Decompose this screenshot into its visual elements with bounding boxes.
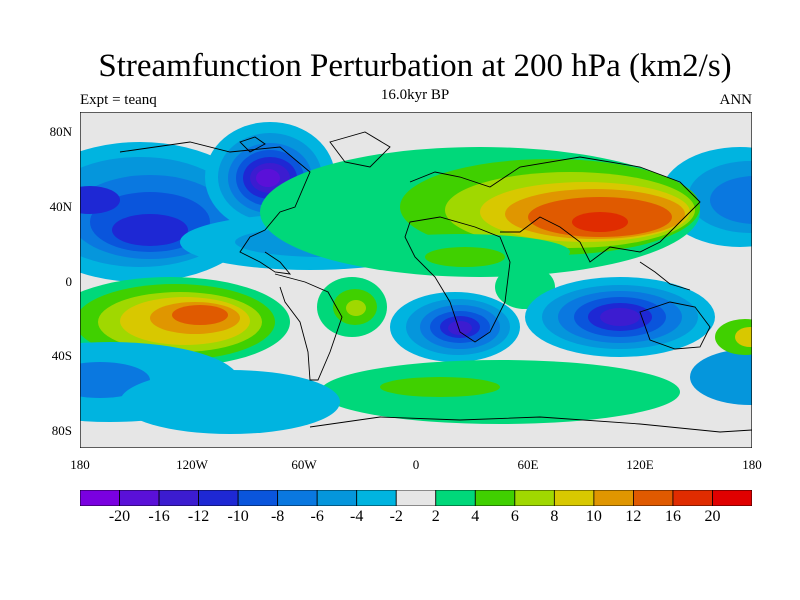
colorbar-tick-label: 2 <box>431 508 440 525</box>
lon-label-120e: 120E <box>626 457 654 472</box>
lat-label-0: 0 <box>65 274 73 289</box>
lon-label-60w: 60W <box>291 457 317 472</box>
colorbar-swatch <box>158 490 199 506</box>
colorbar-tick-label: -10 <box>227 508 249 525</box>
colorbar-tick-label: -8 <box>270 508 285 525</box>
southern-indian-ocean-low <box>525 277 715 357</box>
colorbar-swatch <box>316 490 358 506</box>
lon-label-120w: 120W <box>176 457 208 472</box>
colorbar-swatch <box>672 490 713 506</box>
colorbar-swatch <box>593 490 634 506</box>
colorbar-swatch <box>474 490 516 506</box>
season-label: ANN <box>719 92 753 108</box>
colorbar-swatch <box>237 490 279 506</box>
north-africa-high <box>350 234 570 309</box>
colorbar-tick-label: -20 <box>108 508 131 525</box>
colorbar-tick-label: -4 <box>350 508 364 525</box>
lat-label-80s: 80S <box>51 423 72 438</box>
lon-label-0: 0 <box>412 457 420 472</box>
colorbar-tick-label: 6 <box>510 508 519 525</box>
lon-label-180e: 180 <box>742 457 762 472</box>
colorbar-tick-label: -16 <box>148 508 170 525</box>
colorbar-tick-label: 12 <box>625 508 642 525</box>
colorbar-tick-label: 4 <box>471 508 480 525</box>
south-pacific-subpolar-low <box>80 342 752 434</box>
south-america-high <box>317 277 387 337</box>
colorbar-swatch <box>712 490 752 506</box>
colorbar-tick-label: 16 <box>664 508 681 525</box>
lat-label-40s: 40S <box>51 348 72 363</box>
colorbar-swatch <box>633 490 674 506</box>
streamfunction-map <box>80 112 752 448</box>
south-pacific-high <box>80 277 290 367</box>
colorbar-tick-label: -6 <box>310 508 324 525</box>
lon-label-60e: 60E <box>517 457 539 472</box>
colorbar-swatch <box>553 490 595 506</box>
colorbar-swatch <box>277 490 318 506</box>
tasman-high <box>715 319 752 355</box>
coastlines <box>119 131 752 433</box>
lat-label-80n: 80N <box>49 124 72 139</box>
colorbar-tick-label: -2 <box>389 508 403 525</box>
lon-label-180w: 180 <box>70 457 90 472</box>
chart-title: Streamfunction Perturbation at 200 hPa (… <box>98 48 732 84</box>
colorbar-swatch <box>435 490 476 506</box>
lat-label-40n: 40N <box>49 199 72 214</box>
colorbar-swatch <box>356 490 397 506</box>
colorbar-swatch <box>119 490 160 506</box>
colorbar-swatch <box>80 490 120 506</box>
southern-ocean-high <box>320 360 680 424</box>
colorbar-tick-label: 20 <box>704 508 721 525</box>
colorbar-tick-label: 8 <box>550 508 559 525</box>
central-asia-high <box>260 147 700 277</box>
southern-africa-low <box>390 292 520 362</box>
experiment-label: Expt = teanq <box>80 92 157 108</box>
colorbar-swatch <box>198 490 239 506</box>
colorbar-swatch <box>395 490 437 506</box>
colorbar-tick-label: 10 <box>585 508 602 525</box>
colorbar-tick-label: -12 <box>187 508 210 525</box>
colorbar <box>80 490 752 506</box>
colorbar-swatch <box>514 490 555 506</box>
time-label: 16.0kyr BP <box>380 87 450 103</box>
